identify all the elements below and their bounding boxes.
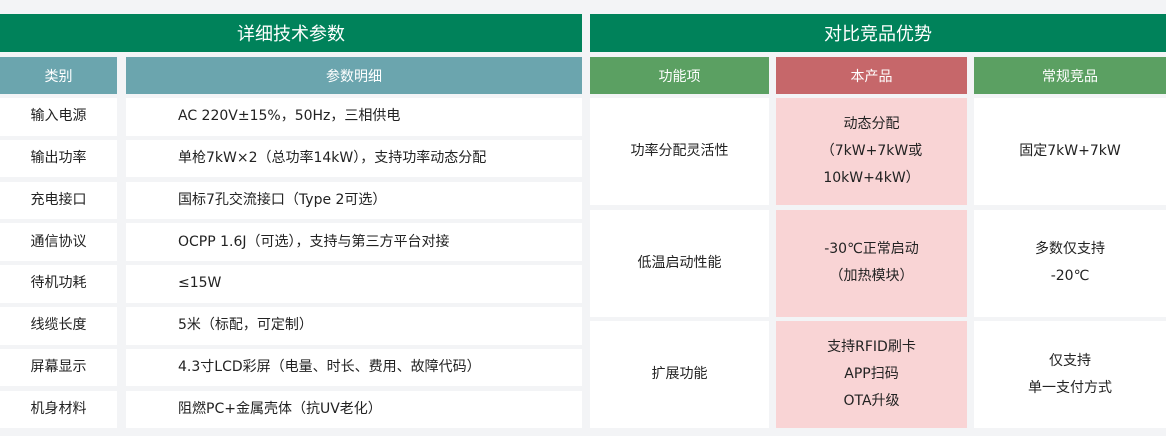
spec-detail: 单枪7kW×2（总功率14kW），支持功率动态分配 [126,139,582,178]
compare-title: 对比竞品优势 [590,14,1166,52]
product-line: 10kW+4kW） [823,170,920,186]
spec-category: 充电接口 [0,181,117,220]
competitor-line: 固定7kW+7kW [1019,143,1121,159]
compare-header-competitor: 常规竞品 [974,57,1166,94]
compare-competitor: 仅支持 单一支付方式 [974,321,1166,428]
spec-header-category: 类别 [0,57,117,94]
compare-competitor: 多数仅支持 -20℃ [974,209,1166,317]
product-line: OTA升级 [843,393,900,409]
compare-product: 动态分配 （7kW+7kW或 10kW+4kW） [776,98,967,205]
spec-category: 通信协议 [0,223,117,261]
spec-category: 待机功耗 [0,265,117,303]
compare-header-feature: 功能项 [590,57,769,94]
product-line: 动态分配 [843,116,900,132]
spec-detail: 5米（标配，可定制） [126,307,582,345]
competitor-line: 单一支付方式 [1028,379,1112,396]
product-line: -30℃正常启动 [824,241,919,257]
specs-title: 详细技术参数 [0,14,582,52]
spec-detail: ≤15W [126,265,582,303]
spec-detail: OCPP 1.6J（可选），支持与第三方平台对接 [126,223,582,261]
spec-detail: AC 220V±15%，50Hz，三相供电 [126,98,582,136]
spec-category: 输入电源 [0,98,117,136]
spec-detail: 国标7孔交流接口（Type 2可选） [126,181,582,220]
compare-feature: 扩展功能 [590,321,769,428]
product-line: （7kW+7kW或 [820,143,923,159]
spec-category: 输出功率 [0,139,117,178]
product-line: （加热模块） [829,268,914,284]
spec-header-detail: 参数明细 [126,57,582,94]
compare-feature: 功率分配灵活性 [590,98,769,205]
spec-category: 机身材料 [0,390,117,429]
competitor-line: -20℃ [1050,268,1090,284]
spec-detail: 4.3寸LCD彩屏（电量、时长、费用、故障代码） [126,348,582,387]
spec-detail: 阻燃PC+金属壳体（抗UV老化） [126,390,582,429]
spec-category: 屏幕显示 [0,348,117,387]
product-line: APP扫码 [844,366,899,382]
compare-competitor: 固定7kW+7kW [974,98,1166,205]
compare-product: 支持RFID刷卡 APP扫码 OTA升级 [776,321,967,428]
compare-header-product: 本产品 [776,57,967,94]
compare-feature: 低温启动性能 [590,209,769,317]
competitor-line: 仅支持 [1049,352,1091,369]
product-line: 支持RFID刷卡 [827,339,916,355]
compare-product: -30℃正常启动 （加热模块） [776,209,967,317]
competitor-line: 多数仅支持 [1035,241,1105,257]
spec-category: 线缆长度 [0,307,117,345]
